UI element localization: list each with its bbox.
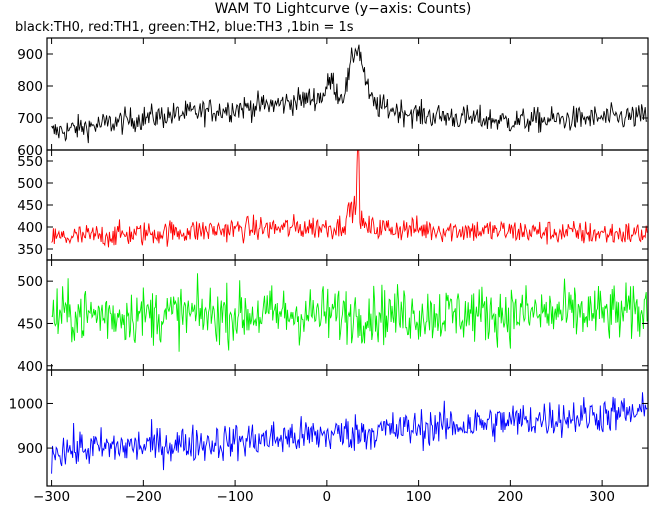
- y-tick-label: 450: [17, 198, 43, 214]
- series-line-th0: [51, 44, 648, 144]
- x-tick-label: −100: [217, 489, 254, 505]
- y-tick-label: 1000: [9, 396, 43, 412]
- chart-subtitle: black:TH0, red:TH1, green:TH2, blue:TH3 …: [15, 20, 354, 35]
- series-line-th1: [51, 150, 648, 248]
- y-tick-label: 500: [17, 274, 43, 290]
- x-axis: −300 −200 −100 0 100 200 300: [33, 489, 615, 505]
- panel-th0: 600 700 800 900: [17, 37, 649, 159]
- x-tick-label: 0: [323, 489, 332, 505]
- y-tick-label: 450: [17, 316, 43, 332]
- x-tick-label: −200: [125, 489, 162, 505]
- panel-th2: 400 450 500: [17, 259, 649, 375]
- y-tick-label: 400: [17, 359, 43, 375]
- y-tick-label: 900: [17, 47, 43, 63]
- y-tick-label: 550: [17, 154, 43, 170]
- panel-frame: [46, 369, 649, 487]
- x-tick-label: 200: [497, 489, 523, 505]
- panels-group: 600 700 800 900 350 400 450 500 550 400 450 500 900 1…: [9, 37, 649, 487]
- panel-th3: 900 1000: [9, 369, 649, 487]
- panel-frame: [46, 149, 649, 261]
- x-tick-label: −300: [33, 489, 70, 505]
- series-line-th2: [51, 273, 648, 352]
- chart-title: WAM T0 Lightcurve (y−axis: Counts): [215, 1, 472, 17]
- y-tick-label: 700: [17, 111, 43, 127]
- y-tick-label: 800: [17, 79, 43, 95]
- x-tick-label: 100: [406, 489, 432, 505]
- y-tick-label: 600: [17, 143, 43, 159]
- y-tick-label: 350: [17, 242, 43, 258]
- y-tick-label: 400: [17, 220, 43, 236]
- panel-frame: [46, 37, 649, 151]
- panel-th1: 350 400 450 500 550: [17, 149, 649, 261]
- y-tick-label: 900: [17, 441, 43, 457]
- x-tick-label: 300: [589, 489, 615, 505]
- y-tick-label: 500: [17, 176, 43, 192]
- series-line-th3: [51, 392, 648, 474]
